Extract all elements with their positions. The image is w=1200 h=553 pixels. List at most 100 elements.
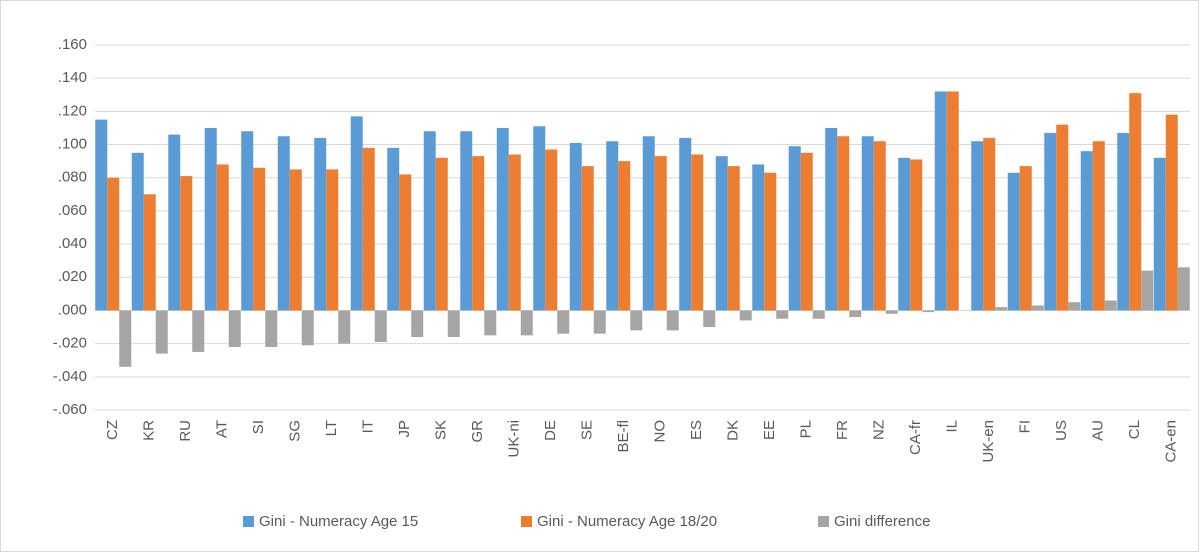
bar	[1080, 151, 1093, 311]
x-tick-label: KR	[141, 420, 158, 441]
legend-swatch	[243, 516, 254, 527]
bar	[691, 154, 704, 311]
bar	[533, 126, 546, 311]
x-tick-label: SI	[250, 420, 267, 434]
bar	[666, 310, 679, 331]
bar	[192, 310, 205, 352]
x-tick-label: RU	[177, 420, 194, 442]
bar	[241, 131, 254, 311]
bar	[849, 310, 862, 318]
bar	[642, 136, 655, 311]
bar	[1007, 172, 1020, 311]
x-tick-label: AT	[214, 420, 231, 438]
x-tick-label: EE	[761, 420, 778, 440]
bar	[1177, 267, 1190, 311]
bar	[399, 174, 412, 311]
bar	[387, 147, 400, 311]
x-tick-label: BE-fl	[615, 420, 632, 453]
bar	[180, 176, 193, 311]
bar	[606, 141, 619, 311]
bar	[472, 156, 485, 311]
bar	[216, 164, 229, 311]
bar	[825, 127, 838, 311]
bar	[520, 310, 533, 336]
bar	[1165, 114, 1178, 311]
x-tick-label: IL	[944, 420, 961, 433]
bar	[228, 310, 241, 347]
bar	[922, 310, 935, 313]
bar	[910, 159, 923, 311]
x-tick-label: GR	[469, 420, 486, 443]
bar	[703, 310, 716, 328]
x-tick-label: UK-en	[980, 420, 997, 463]
x-tick-label: CZ	[104, 420, 121, 440]
y-tick-label: .080	[58, 169, 87, 186]
bar	[362, 147, 375, 311]
bar	[618, 161, 631, 311]
bar	[861, 136, 874, 311]
bar	[569, 142, 582, 311]
bar	[435, 157, 448, 311]
bar	[727, 166, 740, 311]
bar	[301, 310, 314, 346]
bar	[1104, 300, 1117, 311]
bar	[557, 310, 570, 334]
bar	[995, 307, 1008, 311]
bar	[764, 172, 777, 311]
bar	[265, 310, 278, 347]
bar	[1092, 141, 1105, 311]
bar	[155, 310, 168, 354]
bar	[204, 127, 217, 311]
bar	[460, 131, 473, 311]
bar	[1141, 270, 1154, 311]
bar	[898, 157, 911, 311]
y-tick-label: .060	[58, 202, 87, 219]
x-tick-label: SK	[433, 420, 450, 440]
x-tick-label: LT	[323, 420, 340, 436]
bar	[983, 137, 996, 311]
bar	[1044, 132, 1057, 311]
bar	[776, 310, 789, 319]
bar	[837, 136, 850, 311]
bar	[253, 167, 266, 311]
x-tick-label: CL	[1126, 420, 1143, 439]
bar	[800, 152, 813, 311]
x-tick-label: UK-ni	[506, 420, 523, 458]
bar	[1019, 166, 1032, 311]
bar	[654, 156, 667, 311]
bar	[447, 310, 460, 337]
bar	[143, 194, 156, 311]
bar	[107, 177, 120, 311]
bar	[423, 131, 436, 311]
y-tick-label: .160	[58, 36, 87, 53]
bar	[885, 310, 898, 314]
x-tick-label: SG	[287, 420, 304, 442]
bar	[496, 127, 509, 311]
bar	[971, 141, 984, 311]
bar	[715, 156, 728, 311]
x-tick-label: ES	[688, 420, 705, 440]
x-tick-label: SE	[579, 420, 596, 440]
y-tick-label: .040	[58, 235, 87, 252]
bar	[679, 137, 692, 311]
bar	[314, 137, 327, 311]
bar	[95, 119, 108, 311]
legend-label: Gini - Numeracy Age 15	[259, 513, 418, 530]
bar	[788, 146, 801, 311]
x-tick-label: NZ	[871, 420, 888, 440]
bar	[168, 134, 181, 311]
bar	[350, 116, 363, 311]
x-tick-label: FI	[1017, 420, 1034, 433]
bar	[1129, 93, 1142, 311]
x-tick-label: PL	[798, 420, 815, 438]
x-tick-label: AU	[1090, 420, 1107, 441]
bar	[630, 310, 643, 331]
bar	[1153, 157, 1166, 311]
x-tick-label: DK	[725, 420, 742, 441]
bar	[545, 149, 558, 311]
bar	[1056, 124, 1069, 311]
x-tick-label: IT	[360, 420, 377, 433]
bar	[1117, 132, 1130, 311]
bar	[739, 310, 752, 321]
